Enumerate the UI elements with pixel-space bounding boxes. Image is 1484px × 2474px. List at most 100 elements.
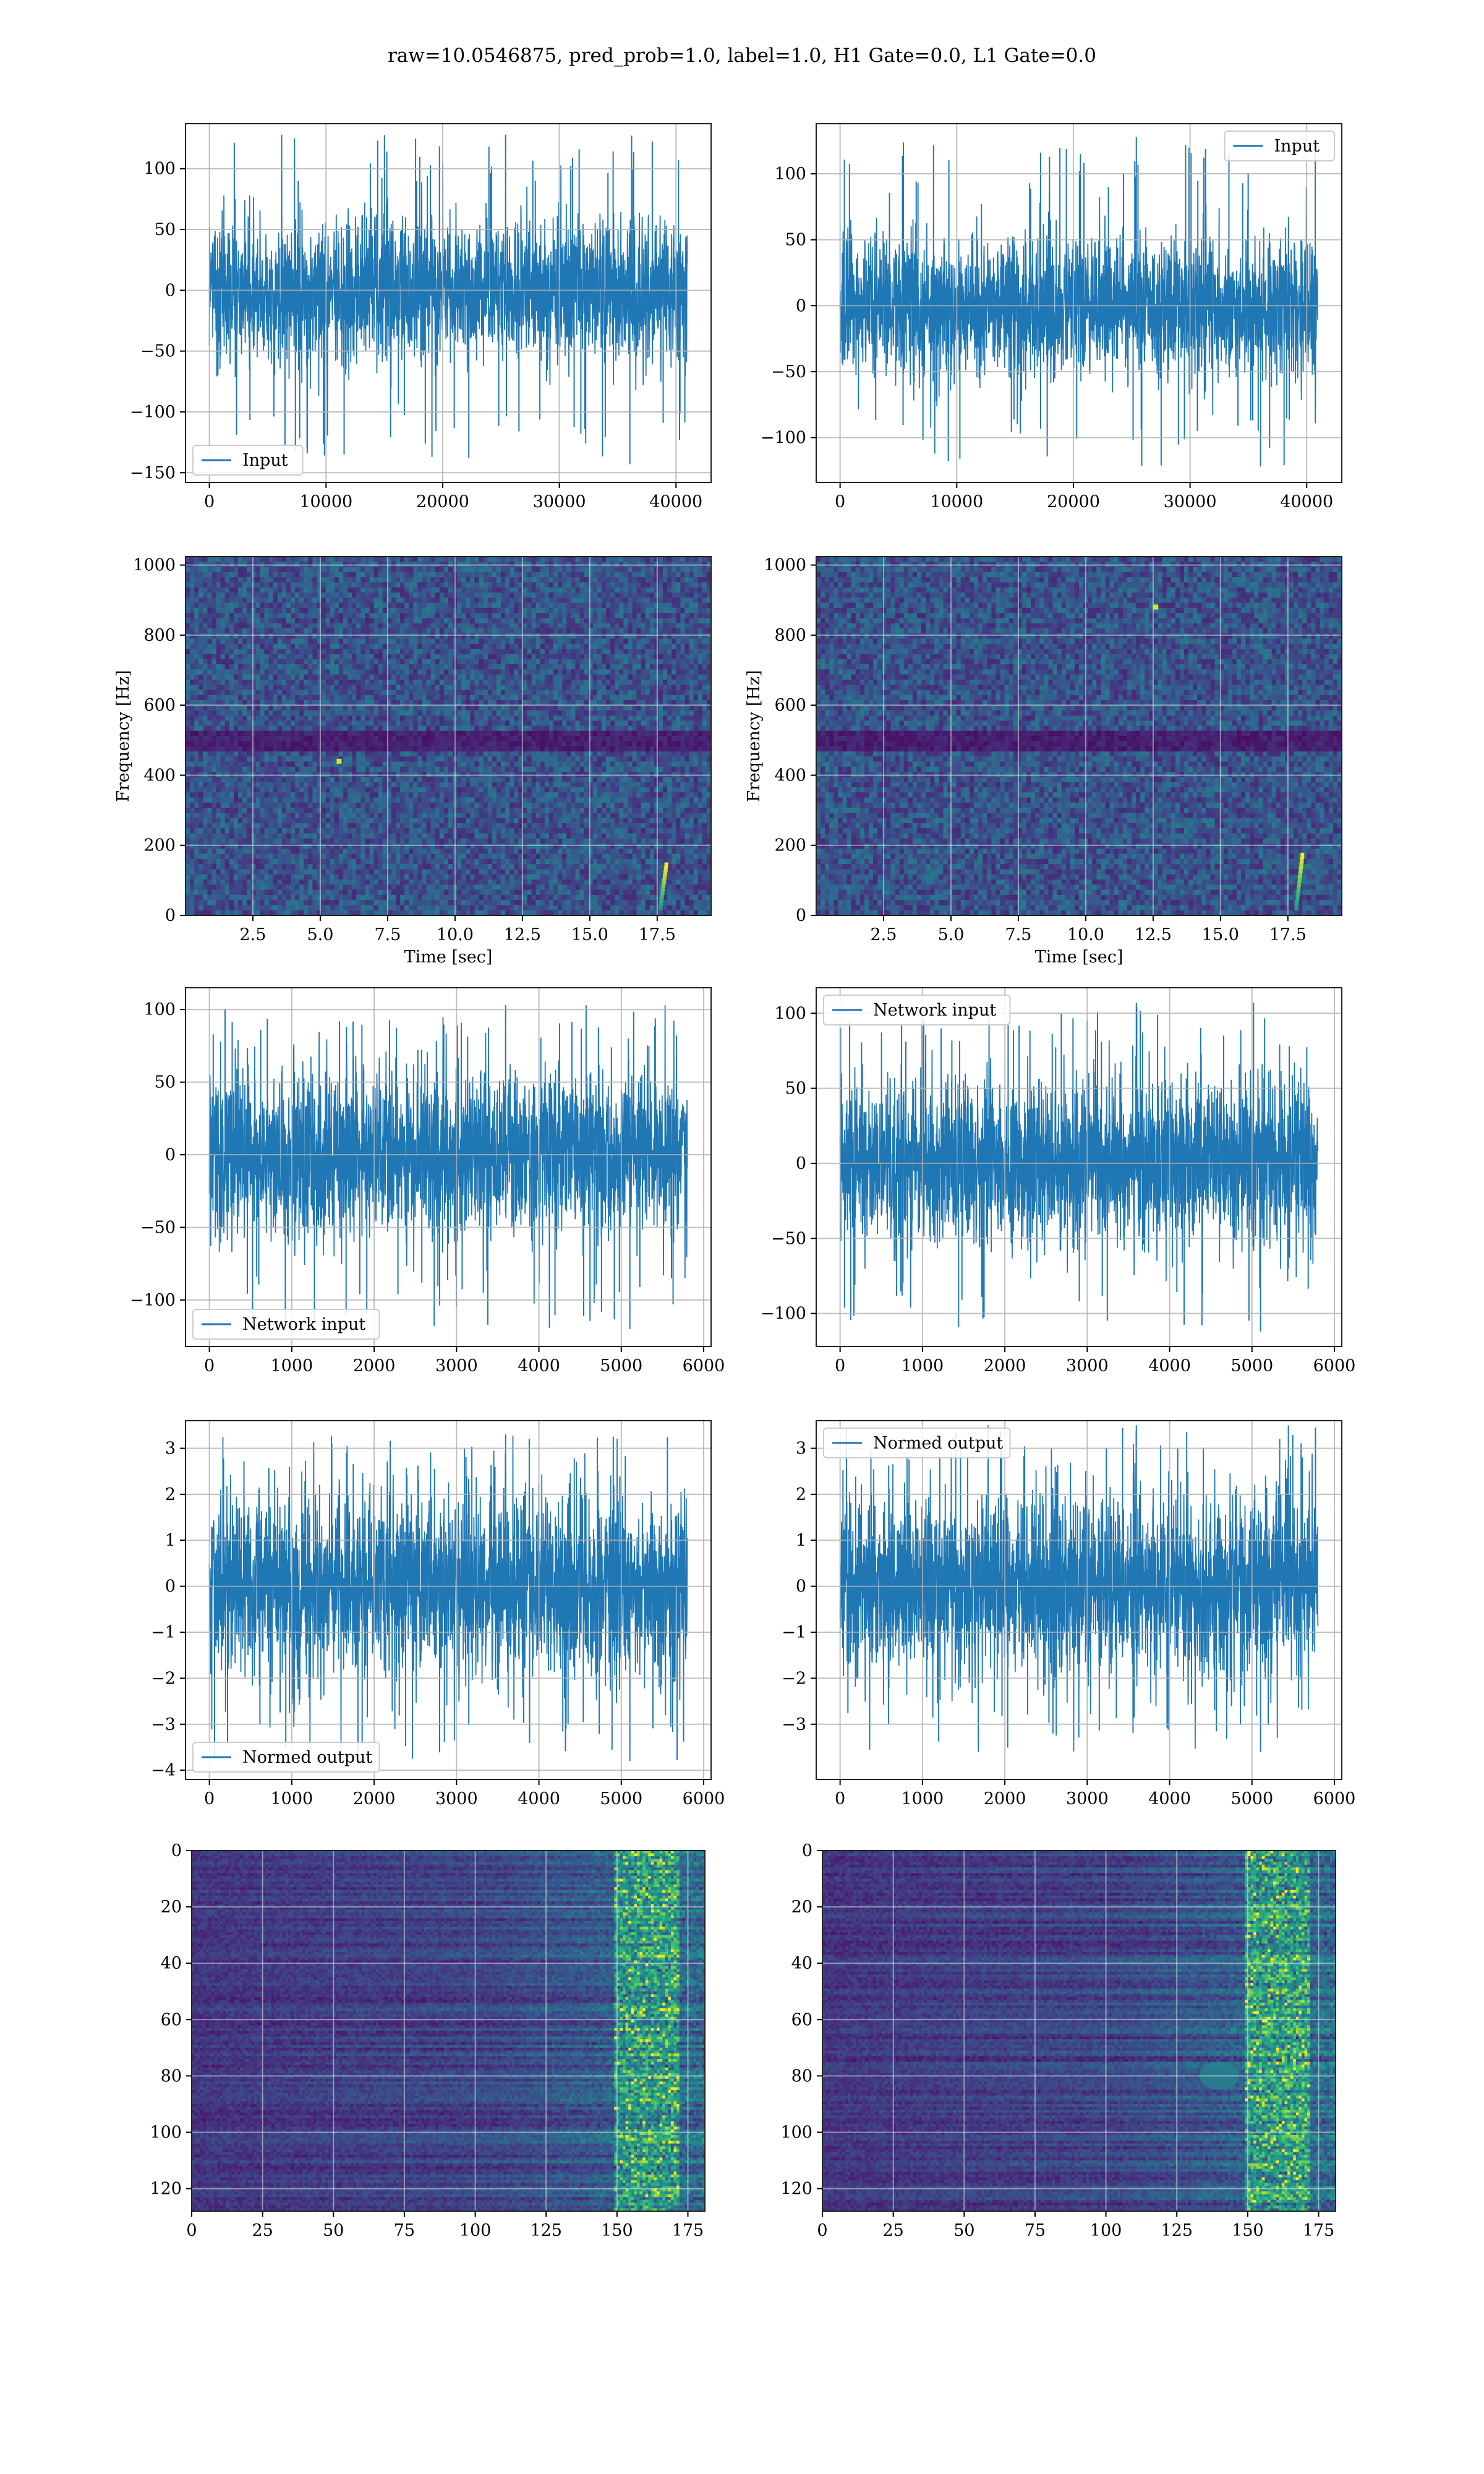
- spectrogram-h1-cell: [229, 690, 234, 695]
- spectrogram-h1-cell: [602, 623, 607, 629]
- spectrogram-h1-cell: [317, 736, 322, 742]
- spectrogram-h1-cell: [427, 659, 432, 665]
- spectrogram-h1-cell: [484, 649, 488, 654]
- spectrogram-h1-cell: [663, 664, 668, 670]
- spectrogram-h1-cell: [255, 680, 260, 685]
- spectrogram-h1-cell: [194, 721, 199, 726]
- spectrogram-h1-cell: [514, 736, 519, 742]
- spectrogram-h1-cell: [356, 628, 361, 634]
- spectrogram-h1-cell: [295, 685, 300, 690]
- spectrogram-h1-cell: [584, 675, 589, 680]
- spectrogram-h1-cell: [532, 567, 537, 573]
- spectrogram-h1-cell: [335, 685, 339, 690]
- spectrogram-h1-cell: [234, 741, 239, 747]
- spectrogram-h1-cell: [335, 608, 339, 614]
- spectrogram-h1-cell: [339, 572, 344, 578]
- spectrogram-h1-cell: [295, 654, 300, 659]
- spectrogram-h1-cell: [343, 695, 348, 701]
- spectrogram-h1-cell: [312, 680, 317, 685]
- spectrogram-h1-cell: [431, 711, 436, 716]
- spectrogram-h1-cell: [431, 633, 436, 639]
- spectrogram-h1-cell: [566, 711, 571, 716]
- spectrogram-h1-cell: [522, 608, 527, 614]
- spectrogram-h1-cell: [356, 608, 361, 614]
- spectrogram-h1-cell: [558, 557, 563, 562]
- spectrogram-h1-cell: [654, 633, 659, 639]
- spectrogram-h1-cell: [413, 669, 418, 675]
- spectrogram-h1-cell: [194, 751, 199, 757]
- spectrogram-h1-cell: [273, 726, 278, 731]
- spectrogram-h1-cell: [532, 685, 537, 690]
- spectrogram-h1-cell: [650, 582, 655, 588]
- spectrogram-h1-cell: [685, 567, 690, 573]
- spectrogram-h1-cell: [492, 731, 497, 737]
- spectrogram-h1-cell: [370, 669, 375, 675]
- spectrogram-h1-cell: [295, 582, 300, 588]
- spectrogram-h1-cell: [667, 628, 672, 634]
- spectrogram-h1-cell: [435, 582, 440, 588]
- spectrogram-h1-cell: [505, 685, 510, 690]
- spectrogram-h1-cell: [391, 680, 396, 685]
- spectrogram-h1-cell: [650, 680, 655, 685]
- spectrogram-h1-cell: [663, 649, 668, 654]
- spectrogram-h1-cell: [589, 659, 594, 665]
- spectrogram-h1-cell: [540, 756, 545, 762]
- spectrogram-h1-cell: [326, 633, 331, 639]
- spectrogram-h1-cell: [597, 608, 602, 614]
- spectrogram-h1-cell: [352, 747, 357, 752]
- spectrogram-h1-cell: [383, 603, 388, 609]
- spectrogram-h1-cell: [663, 736, 668, 742]
- spectrogram-h1-cell: [540, 639, 545, 644]
- spectrogram-h1-cell: [633, 613, 638, 618]
- spectrogram-h1-cell: [400, 690, 405, 695]
- spectrogram-h1-cell: [242, 577, 247, 583]
- spectrogram-h1-cell: [330, 675, 335, 680]
- spectrogram-h1-cell: [435, 711, 440, 716]
- spectrogram-h1-cell: [335, 659, 339, 665]
- spectrogram-h1-cell: [312, 726, 317, 731]
- spectrogram-h1-cell: [221, 747, 226, 752]
- spectrogram-h1-cell: [440, 690, 445, 695]
- spectrogram-h1-cell: [348, 747, 352, 752]
- spectrogram-h1-cell: [190, 603, 195, 609]
- spectrogram-h1-cell: [540, 711, 545, 716]
- spectrogram-h1-cell: [409, 726, 414, 731]
- spectrogram-h1-cell: [286, 593, 291, 598]
- spectrogram-h1-cell: [413, 618, 418, 623]
- spectrogram-h1-cell: [702, 726, 707, 731]
- spectrogram-h1-cell: [532, 633, 537, 639]
- spectrogram-h1-cell: [198, 623, 203, 629]
- spectrogram-h1-cell: [400, 567, 405, 573]
- spectrogram-h1-cell: [383, 623, 388, 629]
- spectrogram-h1-cell: [540, 705, 545, 711]
- spectrogram-h1-cell: [584, 716, 589, 721]
- spectrogram-h1-cell: [265, 633, 270, 639]
- spectrogram-h1-cell: [282, 582, 287, 588]
- spectrogram-h1-cell: [444, 716, 449, 721]
- spectrogram-h1-cell: [672, 649, 676, 654]
- spectrogram-h1-cell: [212, 639, 217, 644]
- spectrogram-h1-cell: [251, 588, 256, 593]
- spectrogram-h1-cell: [488, 608, 493, 614]
- spectrogram-h1-cell: [304, 582, 309, 588]
- spectrogram-h1-cell: [273, 741, 278, 747]
- spectrogram-h1-cell: [672, 567, 676, 573]
- spectrogram-h1-cell: [203, 756, 208, 762]
- spectrogram-h1-cell: [409, 721, 414, 726]
- spectrogram-h1-cell: [457, 695, 462, 701]
- spectrogram-h1-cell: [466, 593, 471, 598]
- spectrogram-h1-cell: [427, 577, 432, 583]
- spectrogram-h1-cell: [575, 633, 580, 639]
- spectrogram-h1-cell: [308, 593, 313, 598]
- spectrogram-h1-cell: [356, 731, 361, 737]
- spectrogram-h1-cell: [203, 690, 208, 695]
- spectrogram-h1-cell: [479, 613, 484, 618]
- spectrogram-h1-cell: [510, 716, 514, 721]
- spectrogram-h1-cell: [575, 577, 580, 583]
- spectrogram-h1-cell: [326, 659, 331, 665]
- spectrogram-h1-cell: [238, 751, 243, 757]
- spectrogram-h1-cell: [672, 577, 676, 583]
- spectrogram-h1-cell: [505, 623, 510, 629]
- spectrogram-h1-cell: [698, 613, 703, 618]
- spectrogram-h1-cell: [343, 685, 348, 690]
